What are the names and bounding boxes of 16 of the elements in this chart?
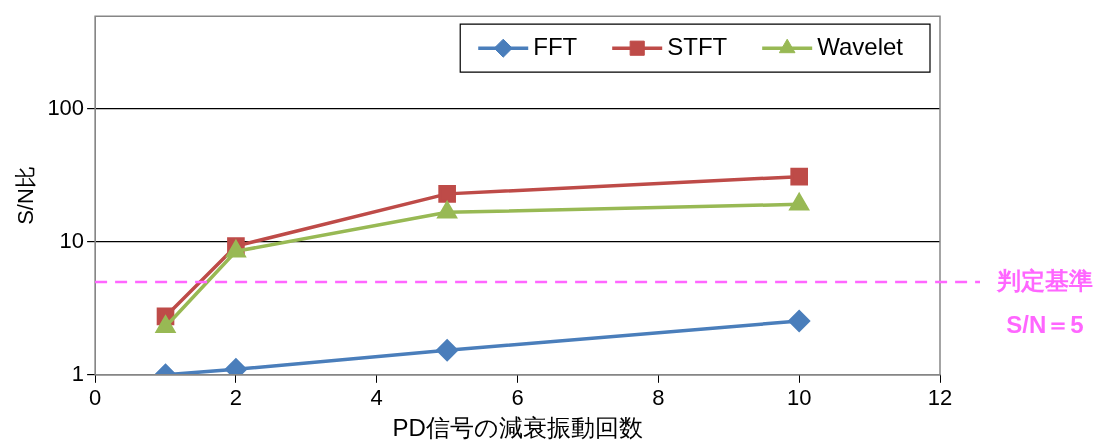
legend-label: STFT: [667, 32, 728, 60]
x-axis-title: PD信号の減衰振動回数: [392, 414, 643, 442]
x-tick-label: 12: [927, 385, 953, 411]
x-tick-label: 0: [88, 385, 102, 411]
x-tick-label: 2: [229, 385, 243, 411]
x-tick-label: 8: [652, 385, 665, 411]
y-tick-label: 10: [59, 228, 85, 253]
y-tick-label: 1: [71, 360, 85, 386]
ref-line-label: 判定基準 S/N＝5: [996, 266, 1093, 338]
y-axis-title: S/N比: [13, 166, 39, 225]
legend-label: Wavelet: [817, 32, 904, 60]
legend-label: FFT: [533, 32, 578, 60]
y-tick-label: 100: [47, 95, 85, 121]
x-tick-label: 10: [786, 385, 812, 411]
x-tick-label: 6: [511, 385, 524, 411]
x-tick-label: 4: [370, 385, 383, 411]
